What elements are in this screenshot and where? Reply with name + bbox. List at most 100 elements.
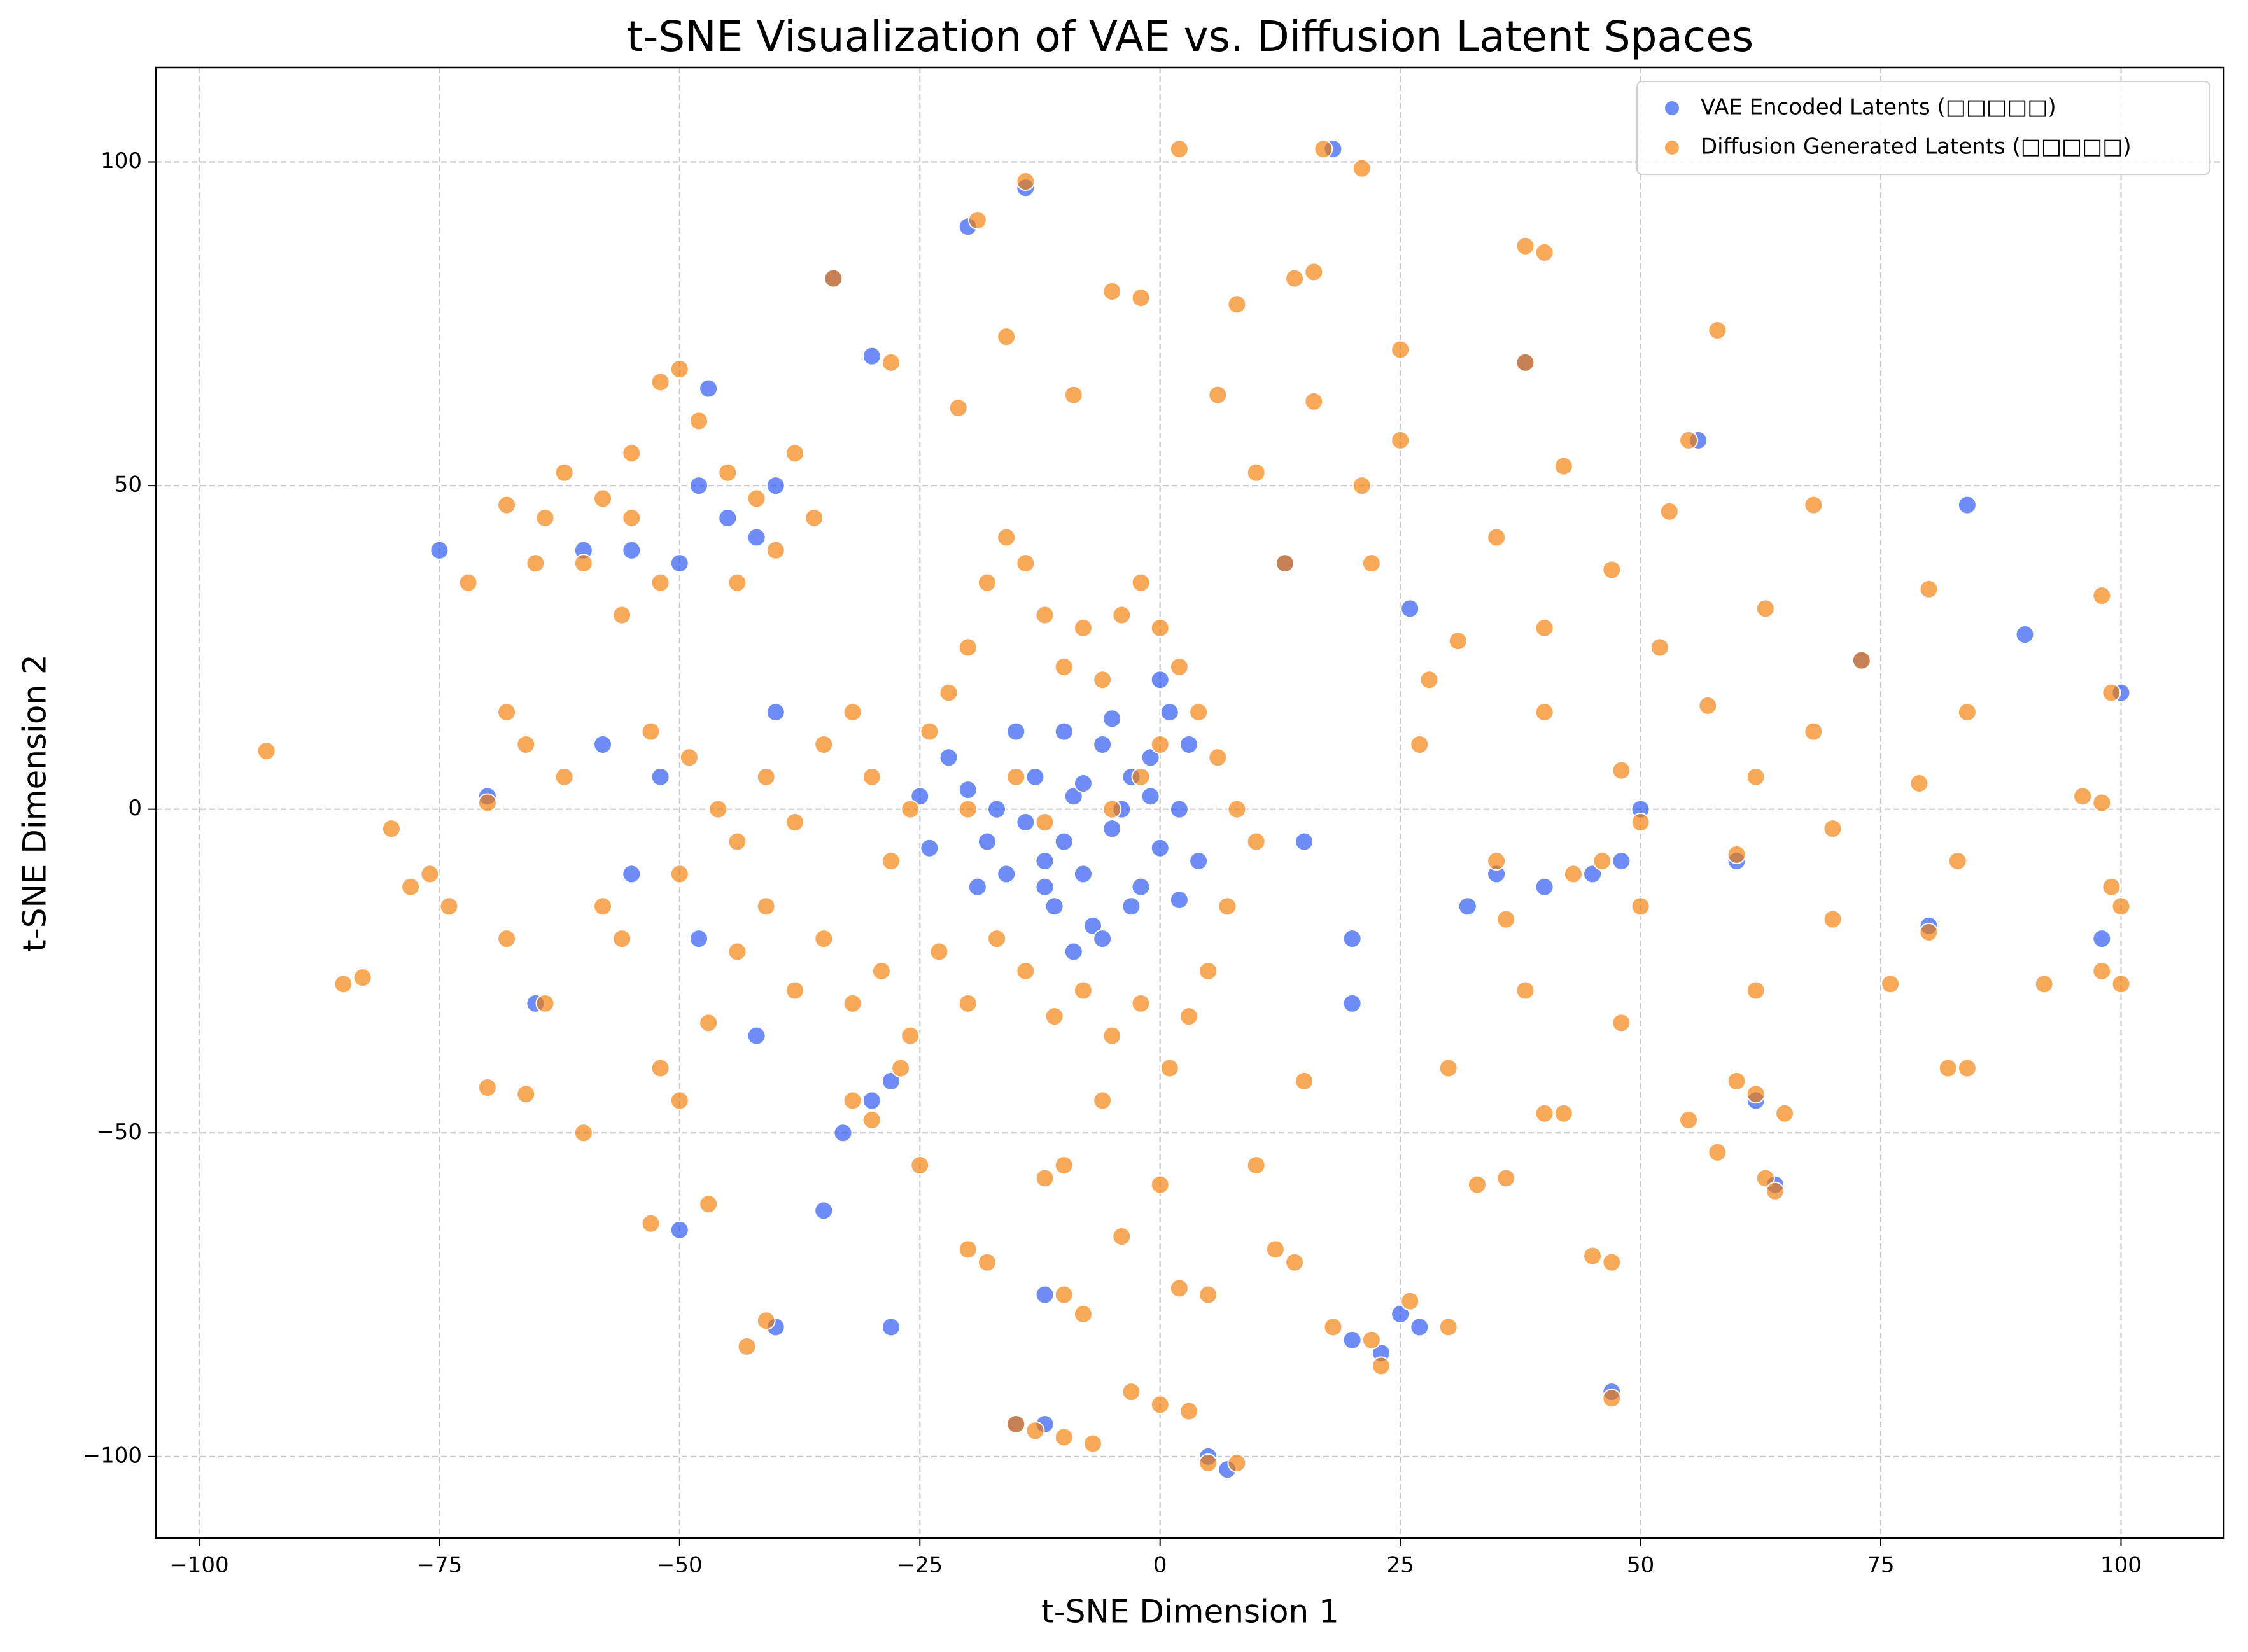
scatter-point xyxy=(689,476,709,496)
scatter-point xyxy=(1169,799,1189,819)
scatter-point xyxy=(977,573,997,592)
scatter-point xyxy=(1141,748,1160,767)
scatter-point xyxy=(1083,1434,1103,1453)
scatter-point xyxy=(1035,605,1055,625)
scatter-point xyxy=(1323,1317,1343,1337)
scatter-point xyxy=(1265,1240,1285,1259)
scatter-point xyxy=(1025,767,1045,787)
x-tick-label: −50 xyxy=(657,1553,703,1578)
scatter-point xyxy=(1169,1278,1189,1298)
scatter-point xyxy=(891,1058,911,1078)
scatter-point xyxy=(2092,929,2112,949)
scatter-point xyxy=(2034,974,2054,994)
scatter-point xyxy=(2092,793,2112,813)
scatter-point xyxy=(737,1336,757,1356)
scatter-point xyxy=(1938,1058,1958,1078)
scatter-point xyxy=(497,929,517,949)
scatter-point xyxy=(967,877,987,897)
scatter-point xyxy=(1698,696,1718,715)
scatter-point xyxy=(401,877,421,897)
scatter-point xyxy=(766,540,785,560)
scatter-point xyxy=(1016,554,1036,573)
legend-label: Diffusion Generated Latents (□□□□□) xyxy=(1701,134,2132,160)
scatter-point xyxy=(862,346,882,366)
scatter-point xyxy=(1064,787,1083,806)
scatter-point xyxy=(1957,1058,1977,1078)
y-tick-label: −50 xyxy=(96,1119,142,1145)
scatter-point xyxy=(1957,495,1977,515)
scatter-point xyxy=(1535,1103,1554,1123)
series-group xyxy=(256,139,2131,1473)
scatter-point xyxy=(804,508,824,528)
scatter-point xyxy=(727,573,747,592)
scatter-point xyxy=(1141,787,1160,806)
scatter-point xyxy=(1631,897,1650,916)
scatter-point xyxy=(1410,1317,1430,1337)
scatter-point xyxy=(1679,1110,1699,1130)
x-tick-label: 0 xyxy=(1153,1553,1167,1578)
scatter-point xyxy=(766,476,785,496)
scatter-point xyxy=(1755,1168,1775,1188)
scatter-point xyxy=(1535,618,1554,638)
scatter-point xyxy=(708,799,728,819)
legend-label: VAE Encoded Latents (□□□□□) xyxy=(1701,95,2056,120)
scatter-point xyxy=(1035,877,1055,897)
scatter-point xyxy=(1361,554,1381,573)
scatter-point xyxy=(1400,1291,1420,1311)
scatter-point xyxy=(1919,922,1939,942)
scatter-point xyxy=(1025,1421,1045,1441)
scatter-point xyxy=(1804,722,1823,741)
scatter-point xyxy=(1881,974,1900,994)
scatter-point xyxy=(641,722,661,741)
scatter-point xyxy=(670,864,689,884)
scatter-point xyxy=(727,832,747,851)
scatter-point xyxy=(997,528,1016,547)
scatter-point xyxy=(1150,838,1170,858)
scatter-point xyxy=(958,993,978,1013)
scatter-point xyxy=(1909,773,1929,793)
scatter-point xyxy=(1169,890,1189,910)
scatter-point xyxy=(1371,1356,1391,1376)
x-tick-label: 25 xyxy=(1387,1553,1414,1578)
scatter-point xyxy=(881,1317,901,1337)
scatter-point xyxy=(1064,385,1083,405)
scatter-point xyxy=(497,495,517,515)
scatter-point xyxy=(593,489,613,508)
scatter-point xyxy=(1746,767,1766,787)
scatter-point xyxy=(1035,1285,1055,1305)
scatter-point xyxy=(1073,618,1093,638)
scatter-point xyxy=(670,1091,689,1110)
scatter-point xyxy=(1304,262,1324,282)
scatter-point xyxy=(1631,813,1650,832)
scatter-point xyxy=(1592,851,1612,871)
scatter-point xyxy=(650,372,670,392)
scatter-point xyxy=(1295,1071,1314,1091)
scatter-point xyxy=(670,1220,689,1240)
scatter-point xyxy=(1227,295,1247,314)
scatter-point xyxy=(1006,1414,1026,1434)
scatter-point xyxy=(910,787,930,806)
scatter-point xyxy=(1535,703,1554,722)
scatter-point xyxy=(2073,787,2093,806)
scatter-point xyxy=(1448,631,1468,651)
scatter-point xyxy=(1112,605,1132,625)
scatter-point xyxy=(1851,650,1871,670)
scatter-point xyxy=(862,1091,882,1110)
scatter-point xyxy=(535,993,555,1013)
legend-box xyxy=(1636,81,2210,175)
scatter-point xyxy=(573,554,593,573)
scatter-point xyxy=(1169,139,1189,159)
scatter-point xyxy=(2111,897,2131,916)
scatter-point xyxy=(1246,463,1266,482)
scatter-point xyxy=(1131,767,1151,787)
scatter-point xyxy=(1006,722,1026,741)
x-tick-label: 50 xyxy=(1627,1553,1654,1578)
scatter-point xyxy=(1131,877,1151,897)
scatter-point xyxy=(1035,1168,1055,1188)
scatter-point xyxy=(430,540,449,560)
scatter-point xyxy=(1602,1252,1622,1272)
scatter-point xyxy=(670,359,689,379)
scatter-point xyxy=(1131,288,1151,308)
scatter-point xyxy=(1044,1007,1064,1026)
scatter-point xyxy=(747,489,766,508)
